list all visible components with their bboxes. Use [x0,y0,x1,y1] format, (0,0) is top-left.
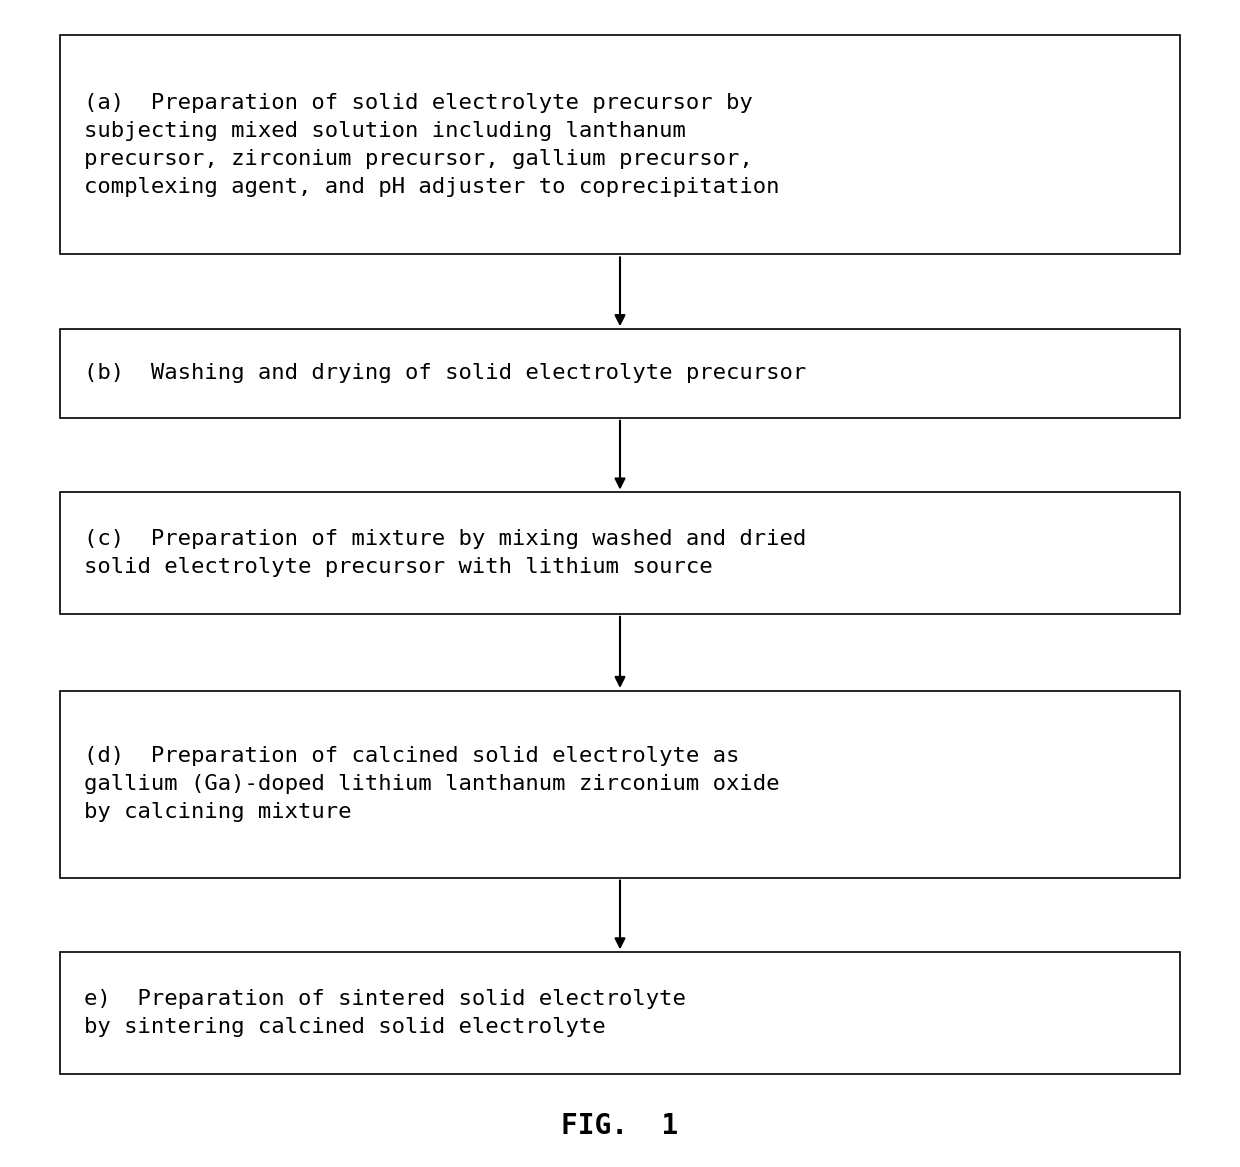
FancyBboxPatch shape [60,35,1180,254]
Text: (b)  Washing and drying of solid electrolyte precursor: (b) Washing and drying of solid electrol… [84,363,806,384]
Text: (d)  Preparation of calcined solid electrolyte as
gallium (Ga)-doped lithium lan: (d) Preparation of calcined solid electr… [84,746,780,823]
Text: (c)  Preparation of mixture by mixing washed and dried
solid electrolyte precurs: (c) Preparation of mixture by mixing was… [84,529,806,578]
FancyBboxPatch shape [60,492,1180,614]
Text: FIG.  1: FIG. 1 [562,1112,678,1140]
FancyBboxPatch shape [60,329,1180,418]
Text: (a)  Preparation of solid electrolyte precursor by
subjecting mixed solution inc: (a) Preparation of solid electrolyte pre… [84,92,780,197]
FancyBboxPatch shape [60,691,1180,878]
FancyBboxPatch shape [60,952,1180,1074]
Text: e)  Preparation of sintered solid electrolyte
by sintering calcined solid electr: e) Preparation of sintered solid electro… [84,988,686,1037]
